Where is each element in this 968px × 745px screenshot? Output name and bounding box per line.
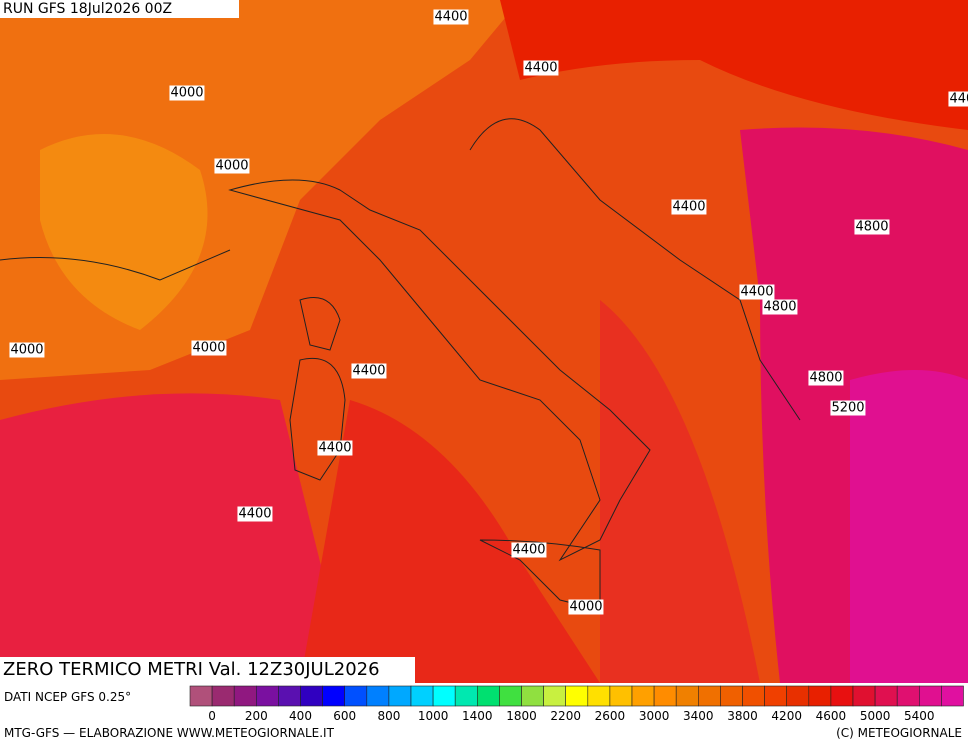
coastlines bbox=[0, 118, 801, 611]
colorbar-box bbox=[609, 685, 633, 707]
colorbar-box bbox=[521, 685, 544, 707]
colorbar-box bbox=[255, 685, 279, 707]
contour-label: 4800 bbox=[854, 219, 890, 235]
contour-label: 4000 bbox=[214, 158, 250, 174]
contour-label: 4000 bbox=[568, 599, 604, 615]
colorbar-box bbox=[874, 685, 898, 707]
zone-red-west bbox=[0, 393, 350, 683]
colorbar-box bbox=[808, 685, 832, 707]
colorbar-box bbox=[499, 685, 522, 707]
colorbar-label: 600 bbox=[333, 709, 356, 723]
colorbar-label: 3800 bbox=[727, 709, 758, 723]
contour-label: 4000 bbox=[191, 340, 227, 356]
contour-label: 4400 bbox=[511, 542, 547, 558]
colorbar-box bbox=[830, 685, 854, 707]
contour-label: 4400 bbox=[739, 284, 775, 300]
colorbar-box bbox=[543, 685, 566, 707]
colorbar-box bbox=[675, 685, 699, 707]
contour-label: 4000 bbox=[9, 342, 45, 358]
colorbar-box bbox=[189, 685, 213, 707]
colorbar-box bbox=[388, 685, 412, 707]
colorbar-box bbox=[300, 685, 323, 707]
contour-label: 4800 bbox=[808, 370, 844, 386]
colorbar-box bbox=[852, 685, 876, 707]
colorbar-label: 5400 bbox=[904, 709, 935, 723]
map-title: ZERO TERMICO METRI Val. 12Z30JUL2026 bbox=[0, 657, 415, 683]
colorbar-label: 5000 bbox=[860, 709, 891, 723]
colorbar-box bbox=[653, 685, 677, 707]
colorbar-box bbox=[918, 685, 942, 707]
contour-label: 4400 bbox=[523, 60, 559, 76]
colorbar-box bbox=[565, 685, 589, 707]
colorbar-box bbox=[211, 685, 235, 707]
colorbar-label: 3000 bbox=[639, 709, 670, 723]
contour-label: 4400 bbox=[317, 440, 353, 456]
colorbar-box bbox=[454, 685, 478, 707]
zone-light bbox=[40, 134, 208, 330]
colorbar-label: 1800 bbox=[506, 709, 537, 723]
zone-red bbox=[300, 400, 600, 683]
colorbar-box bbox=[742, 685, 765, 707]
colorbar-box bbox=[720, 685, 743, 707]
colorbar-box bbox=[432, 685, 456, 707]
contour-label: 4400 bbox=[433, 9, 469, 25]
contour-label: 4000 bbox=[169, 85, 205, 101]
run-label: RUN GFS 18Jul2026 00Z bbox=[0, 0, 239, 18]
colorbar-box bbox=[233, 685, 257, 707]
colorbar-box bbox=[366, 685, 390, 707]
contour-label: 5200 bbox=[830, 400, 866, 416]
colorbar-box bbox=[344, 685, 368, 707]
source-label: DATI NCEP GFS 0.25° bbox=[4, 690, 132, 704]
colorbar-box bbox=[410, 685, 434, 707]
contour-label: 4400 bbox=[948, 91, 968, 107]
colorbar-label: 200 bbox=[245, 709, 268, 723]
zone-north-red bbox=[500, 0, 968, 130]
colorbar-label: 0 bbox=[208, 709, 216, 723]
contour-label: 4400 bbox=[351, 363, 387, 379]
colorbar-label: 4200 bbox=[771, 709, 802, 723]
colorbar-box bbox=[476, 685, 500, 707]
colorbar-label: 800 bbox=[377, 709, 400, 723]
colorbar-box bbox=[278, 685, 301, 707]
colorbar-label: 3400 bbox=[683, 709, 714, 723]
colorbar-box bbox=[786, 685, 810, 707]
zone-magenta bbox=[850, 370, 968, 683]
colorbar-box bbox=[587, 685, 611, 707]
colorbar-label: 1000 bbox=[418, 709, 449, 723]
footer-right: (C) METEOGIORNALE bbox=[836, 726, 962, 740]
colorbar-box bbox=[322, 685, 346, 707]
colorbar-label: 1400 bbox=[462, 709, 493, 723]
colorbar-box bbox=[896, 685, 920, 707]
colorbar-box bbox=[941, 685, 964, 707]
colorbar-label: 4600 bbox=[816, 709, 847, 723]
zone-red-east bbox=[600, 300, 760, 683]
contour-label: 4800 bbox=[762, 299, 798, 315]
colorbar-label: 400 bbox=[289, 709, 312, 723]
colorbar-box bbox=[697, 685, 721, 707]
colorbar-label: 2200 bbox=[550, 709, 581, 723]
contour-label: 4400 bbox=[671, 199, 707, 215]
colorbar-box bbox=[764, 685, 787, 707]
contour-label: 4400 bbox=[237, 506, 273, 522]
footer-left: MTG-GFS — ELABORAZIONE WWW.METEOGIORNALE… bbox=[4, 726, 334, 740]
colorbar-label: 2600 bbox=[595, 709, 626, 723]
map bbox=[0, 0, 968, 683]
colorbar-box bbox=[631, 685, 655, 707]
